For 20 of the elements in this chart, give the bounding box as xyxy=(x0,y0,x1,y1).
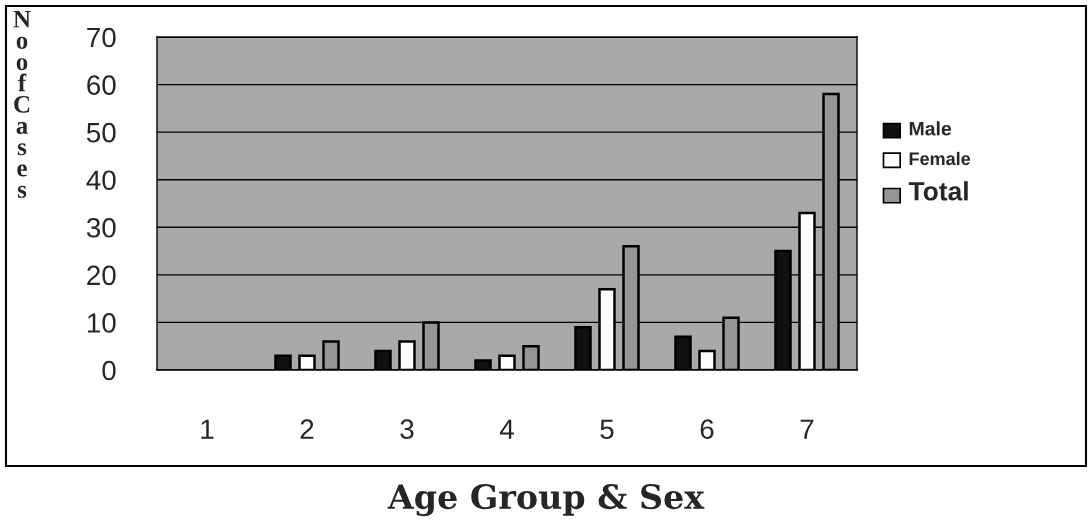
y-tick-label: 60 xyxy=(87,75,116,95)
y-tick-label: 0 xyxy=(102,360,116,381)
legend-label: Male xyxy=(909,121,952,136)
y-tick-label: 70 xyxy=(87,27,116,48)
x-tick-label: 3 xyxy=(400,419,414,440)
y-tick-label: 50 xyxy=(86,122,116,143)
legend-label: Female xyxy=(909,151,971,166)
y-tick-label: 10 xyxy=(87,313,116,333)
x-tick-label: 5 xyxy=(600,419,614,440)
y-tick-label: 30 xyxy=(86,217,116,238)
text: No of Cases xyxy=(13,10,31,198)
x-tick-label: 2 xyxy=(300,419,314,439)
x-tick-label: 1 xyxy=(201,419,214,439)
x-tick-label: 7 xyxy=(800,419,814,439)
y-tick-label: 20 xyxy=(87,265,116,286)
y-tick-label: 40 xyxy=(86,170,116,191)
x-tick-label: 4 xyxy=(499,419,514,439)
legend-label: Total xyxy=(908,181,968,201)
x-axis-title: Age Group & Sex xyxy=(387,483,705,517)
x-tick-label: 6 xyxy=(700,419,714,440)
